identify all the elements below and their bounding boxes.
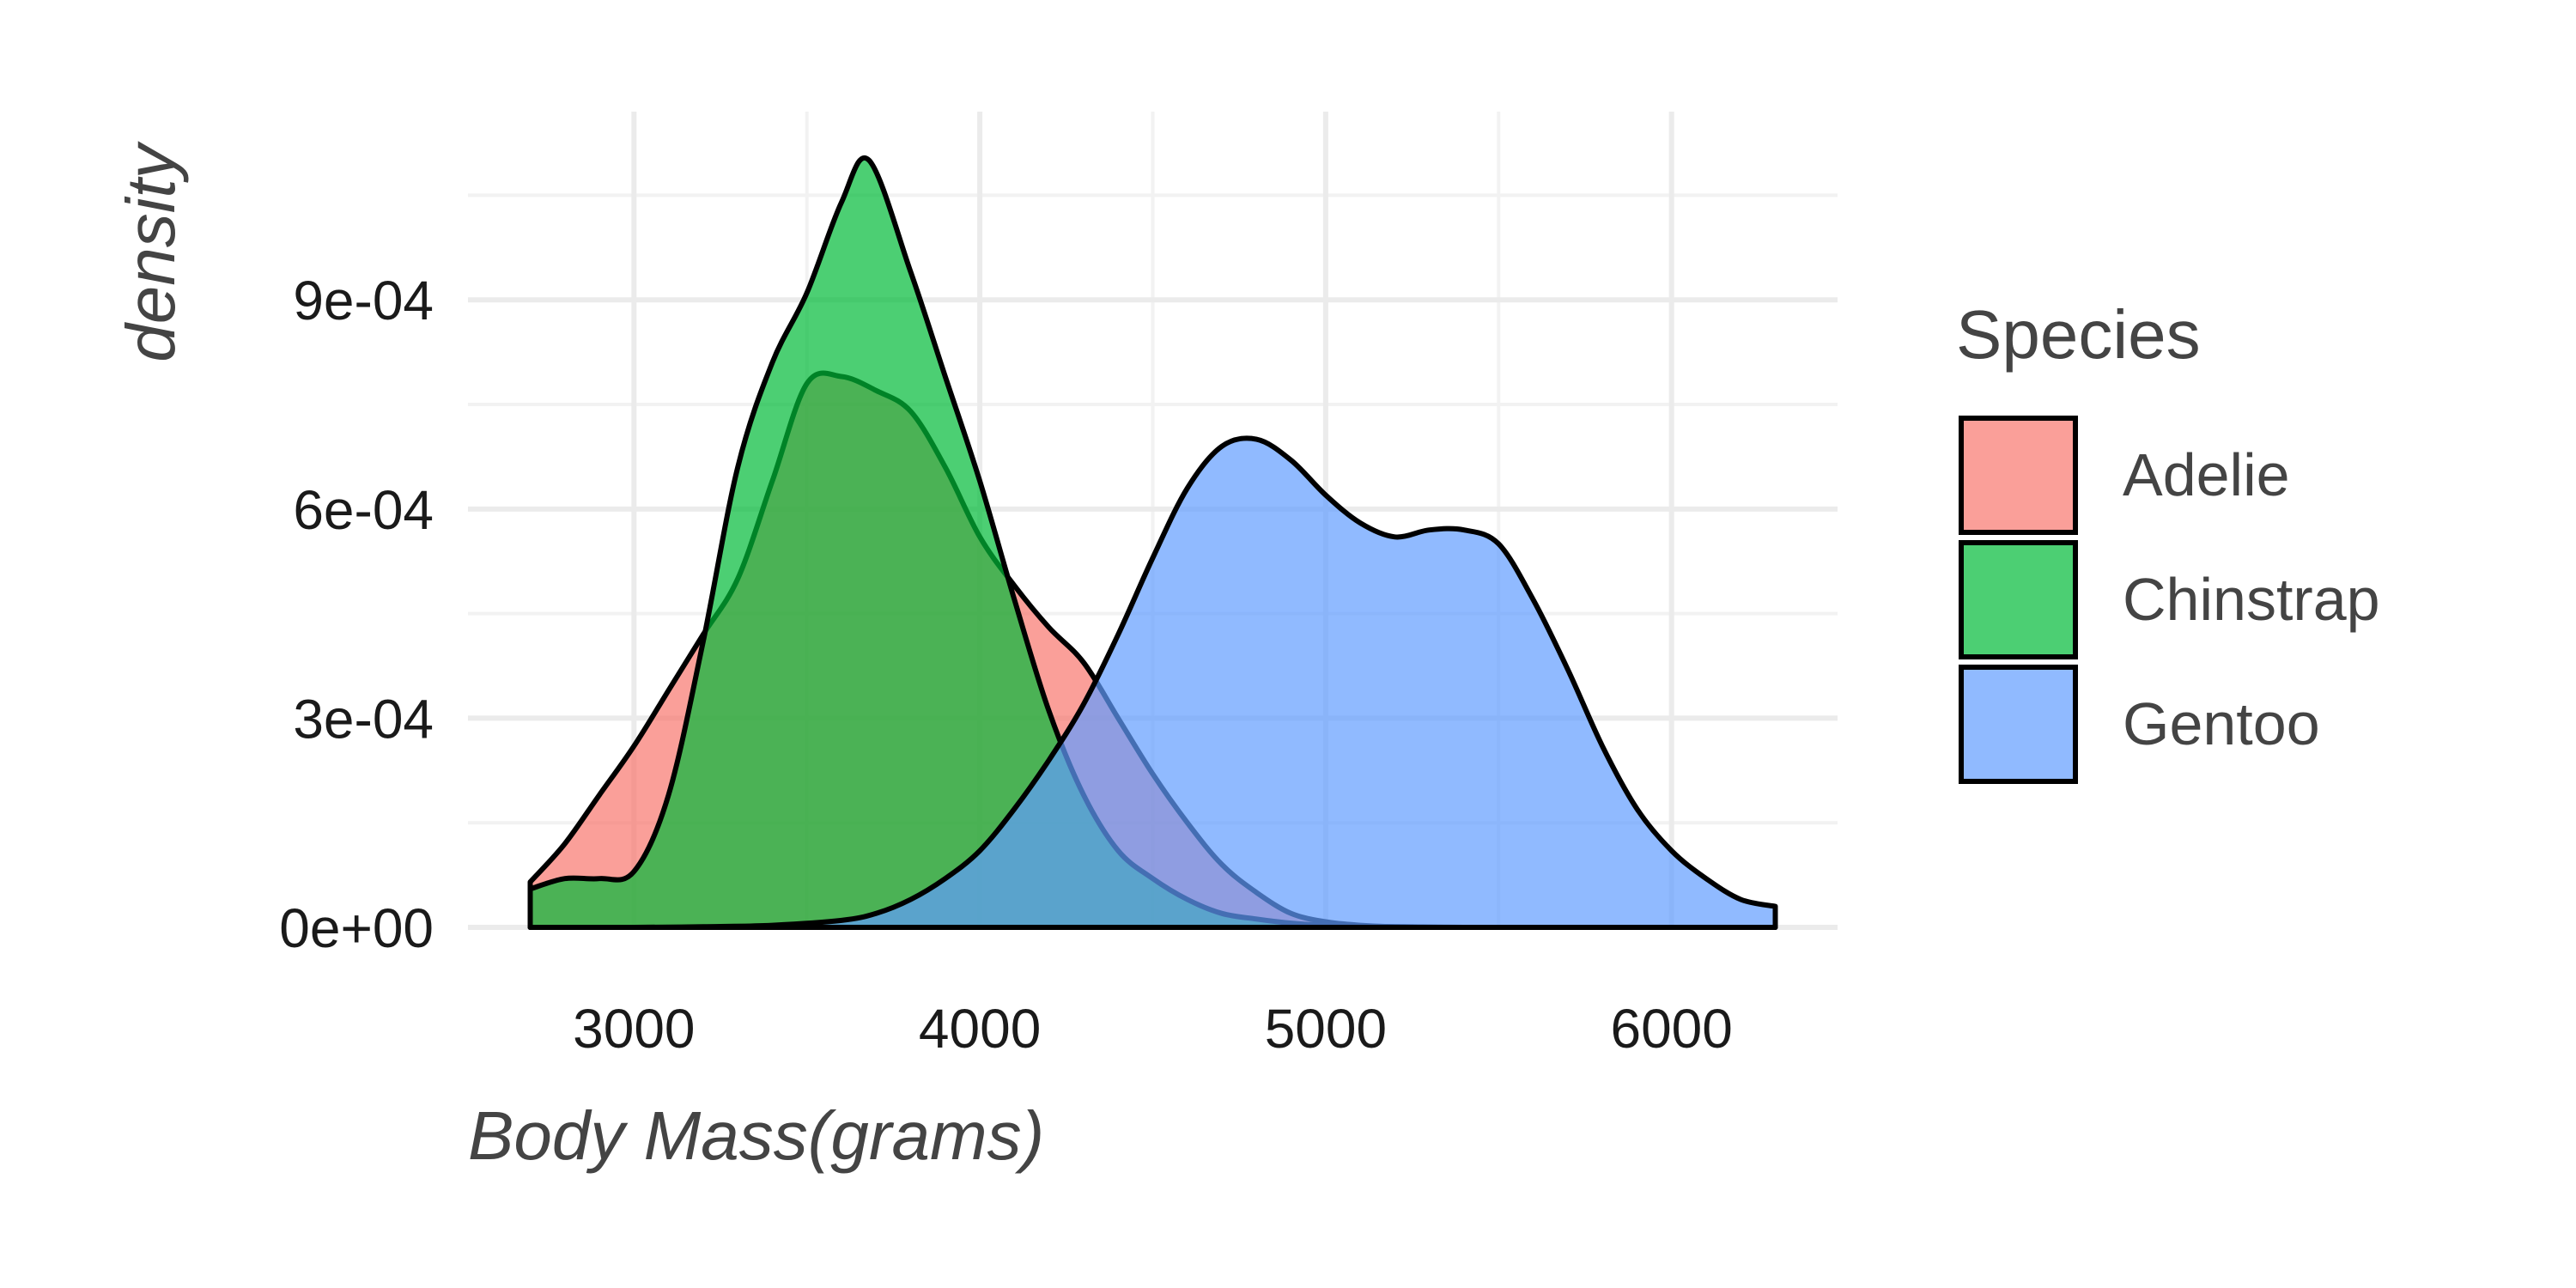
legend-swatch-chinstrap [1959,540,2078,659]
x-tick-labels: 3000 4000 5000 6000 [573,998,1733,1060]
legend-title: Species [1956,296,2201,373]
legend-label-chinstrap: Chinstrap [2123,566,2380,633]
x-tick-label: 3000 [573,998,695,1060]
legend-swatch-gentoo [1959,665,2078,784]
y-tick-label: 9e-04 [293,270,434,331]
density-area-gentoo [527,435,1778,930]
y-tick-labels: 0e+00 3e-04 6e-04 9e-04 [279,270,434,959]
y-tick-label: 6e-04 [293,479,434,541]
legend: Species Adelie Chinstrap Gentoo [1956,296,2380,784]
y-tick-label: 0e+00 [279,897,434,959]
y-axis-title: density [112,140,189,361]
x-tick-label: 6000 [1610,998,1732,1060]
legend-label-adelie: Adelie [2123,441,2290,508]
x-tick-label: 5000 [1265,998,1387,1060]
density-areas [527,155,1778,931]
legend-items: Adelie Chinstrap Gentoo [1959,416,2380,784]
x-axis-title: Body Mass(grams) [468,1097,1044,1174]
x-tick-label: 4000 [919,998,1041,1060]
y-tick-label: 3e-04 [293,688,434,750]
legend-label-gentoo: Gentoo [2123,690,2320,757]
legend-swatch-adelie [1959,416,2078,535]
